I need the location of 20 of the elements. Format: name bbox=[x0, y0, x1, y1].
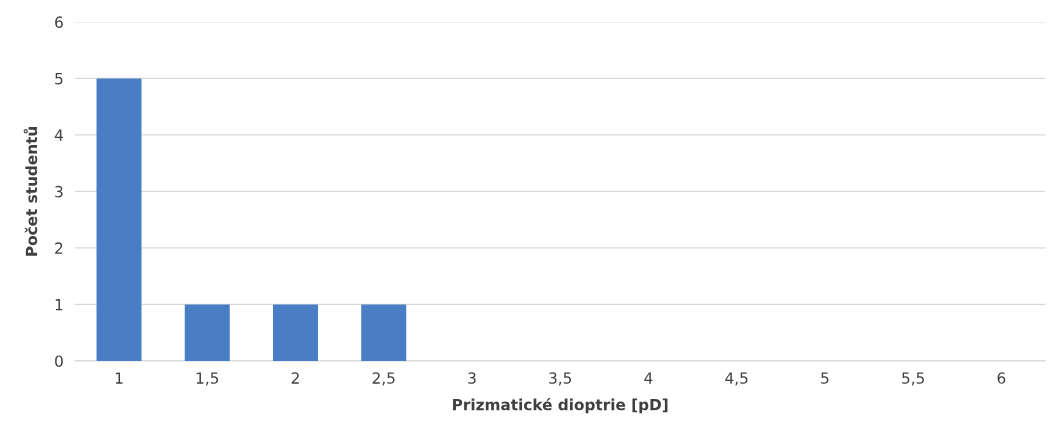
x-tick-label: 6 bbox=[997, 372, 1006, 384]
x-tick-label: 3,5 bbox=[549, 372, 572, 386]
x-tick-label: 1 bbox=[115, 372, 123, 384]
y-tick-label: 0 bbox=[55, 355, 63, 367]
x-tick-label: 2,5 bbox=[372, 372, 395, 386]
x-tick-label: 4 bbox=[644, 372, 653, 384]
x-tick-label: 2 bbox=[291, 372, 299, 384]
y-axis-title: Počet studentů bbox=[23, 127, 38, 256]
y-tick-label: 6 bbox=[55, 16, 63, 28]
y-tick-label: 5 bbox=[55, 73, 63, 85]
x-tick-label: 4,5 bbox=[725, 372, 748, 386]
y-tick-label: 4 bbox=[54, 129, 63, 141]
y-tick-label: 3 bbox=[55, 185, 63, 198]
y-tick-label: 2 bbox=[55, 242, 63, 254]
x-tick-label: 5,5 bbox=[902, 372, 924, 386]
x-tick-label: 1,5 bbox=[196, 372, 219, 386]
x-tick-label: 5 bbox=[821, 372, 829, 384]
x-tick-label: 3 bbox=[468, 372, 476, 384]
y-tick-label: 1 bbox=[55, 299, 63, 311]
x-axis-title: Prizmatické dioptrie [pD] bbox=[453, 397, 668, 414]
